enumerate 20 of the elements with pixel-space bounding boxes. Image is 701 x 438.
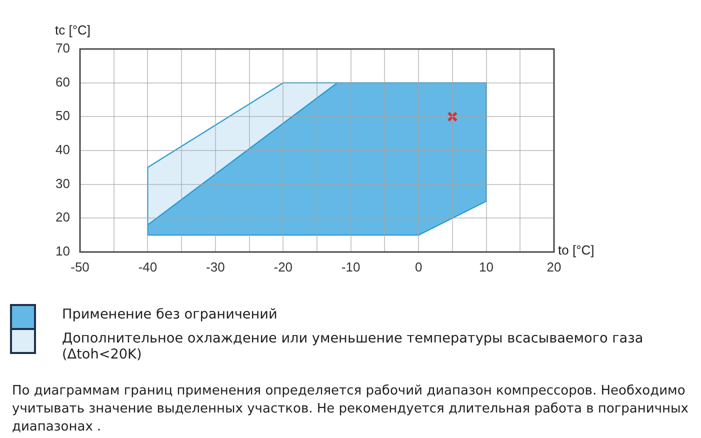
x-tick-label: -30 xyxy=(206,259,225,274)
y-axis-title: tc [°C] xyxy=(55,22,91,38)
x-tick-label: -40 xyxy=(138,259,158,274)
y-tick-label: 60 xyxy=(56,74,70,90)
x-tick-label: -50 xyxy=(70,259,90,274)
y-tick-label: 30 xyxy=(56,176,70,191)
y-tick-label: 10 xyxy=(56,244,70,259)
x-tick-label: -20 xyxy=(274,259,293,274)
legend-label: Применение без ограничений xyxy=(62,306,278,323)
y-tick-label: 50 xyxy=(56,108,70,124)
x-tick-label: 10 xyxy=(479,259,494,274)
y-tick-label: 70 xyxy=(56,40,70,56)
x-tick-label: 0 xyxy=(414,259,422,274)
text: По диаграммам границ применения определяется рабочий диапазон компрессоров. Необходимо учитывать значение выделенных участков. Не рекомендуется длительная работа в пограничных диапазонах . xyxy=(12,383,689,434)
x-axis-title: to [°C] xyxy=(558,242,594,258)
y-tick-label: 40 xyxy=(56,142,70,158)
legend-label: Дополнительное охлаждение или уменьшение температуры всасываемого газа (Δtoh<20K) xyxy=(62,330,644,363)
x-tick-label: 20 xyxy=(546,259,562,274)
y-tick-label: 20 xyxy=(56,210,70,225)
x-tick-label: -10 xyxy=(341,259,360,274)
